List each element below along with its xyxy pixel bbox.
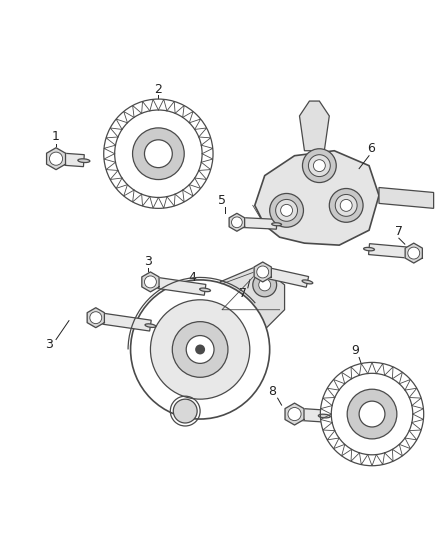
Text: 3: 3: [145, 255, 152, 268]
Circle shape: [408, 247, 420, 259]
Circle shape: [104, 99, 213, 208]
Ellipse shape: [200, 288, 211, 292]
Ellipse shape: [78, 159, 90, 163]
Circle shape: [172, 321, 228, 377]
Polygon shape: [379, 188, 434, 208]
Polygon shape: [300, 101, 329, 151]
Text: 5: 5: [218, 194, 226, 207]
Circle shape: [259, 279, 271, 291]
Text: 6: 6: [367, 142, 375, 155]
Circle shape: [308, 155, 330, 176]
Ellipse shape: [318, 414, 330, 418]
Text: 4: 4: [188, 271, 196, 285]
Circle shape: [270, 193, 304, 227]
Circle shape: [320, 362, 424, 466]
Text: 1: 1: [52, 131, 60, 143]
Polygon shape: [254, 262, 271, 282]
Text: 9: 9: [351, 344, 359, 357]
Circle shape: [340, 199, 352, 212]
Polygon shape: [294, 408, 325, 422]
Polygon shape: [405, 243, 422, 263]
Polygon shape: [56, 152, 84, 167]
Polygon shape: [237, 217, 277, 229]
Circle shape: [347, 389, 397, 439]
Polygon shape: [142, 272, 159, 292]
Polygon shape: [95, 312, 151, 331]
Polygon shape: [87, 308, 104, 328]
Circle shape: [335, 195, 357, 216]
Circle shape: [195, 344, 205, 354]
Circle shape: [253, 273, 277, 297]
Polygon shape: [46, 148, 66, 169]
Polygon shape: [229, 213, 245, 231]
Circle shape: [150, 300, 250, 399]
Circle shape: [145, 276, 156, 288]
Ellipse shape: [302, 280, 313, 284]
Circle shape: [303, 149, 336, 182]
Circle shape: [329, 189, 363, 222]
Circle shape: [288, 408, 301, 421]
Polygon shape: [285, 403, 304, 425]
Polygon shape: [150, 277, 206, 295]
Ellipse shape: [364, 247, 374, 251]
Polygon shape: [255, 151, 379, 245]
Circle shape: [276, 199, 297, 221]
Circle shape: [145, 140, 172, 168]
Circle shape: [131, 280, 270, 419]
Circle shape: [173, 399, 197, 423]
Text: 3: 3: [45, 338, 53, 351]
Text: 7: 7: [239, 287, 247, 300]
Polygon shape: [368, 244, 414, 259]
Circle shape: [49, 152, 63, 165]
Circle shape: [232, 217, 242, 228]
Circle shape: [133, 128, 184, 180]
Text: 7: 7: [395, 225, 403, 238]
Text: 8: 8: [268, 385, 276, 398]
Circle shape: [359, 401, 385, 427]
Ellipse shape: [145, 324, 156, 327]
Circle shape: [186, 336, 214, 364]
Circle shape: [281, 204, 293, 216]
Circle shape: [90, 312, 102, 324]
Polygon shape: [261, 266, 309, 287]
Ellipse shape: [272, 223, 282, 226]
Circle shape: [257, 266, 268, 278]
Text: 2: 2: [155, 83, 162, 95]
Circle shape: [314, 160, 325, 172]
Polygon shape: [220, 265, 285, 335]
